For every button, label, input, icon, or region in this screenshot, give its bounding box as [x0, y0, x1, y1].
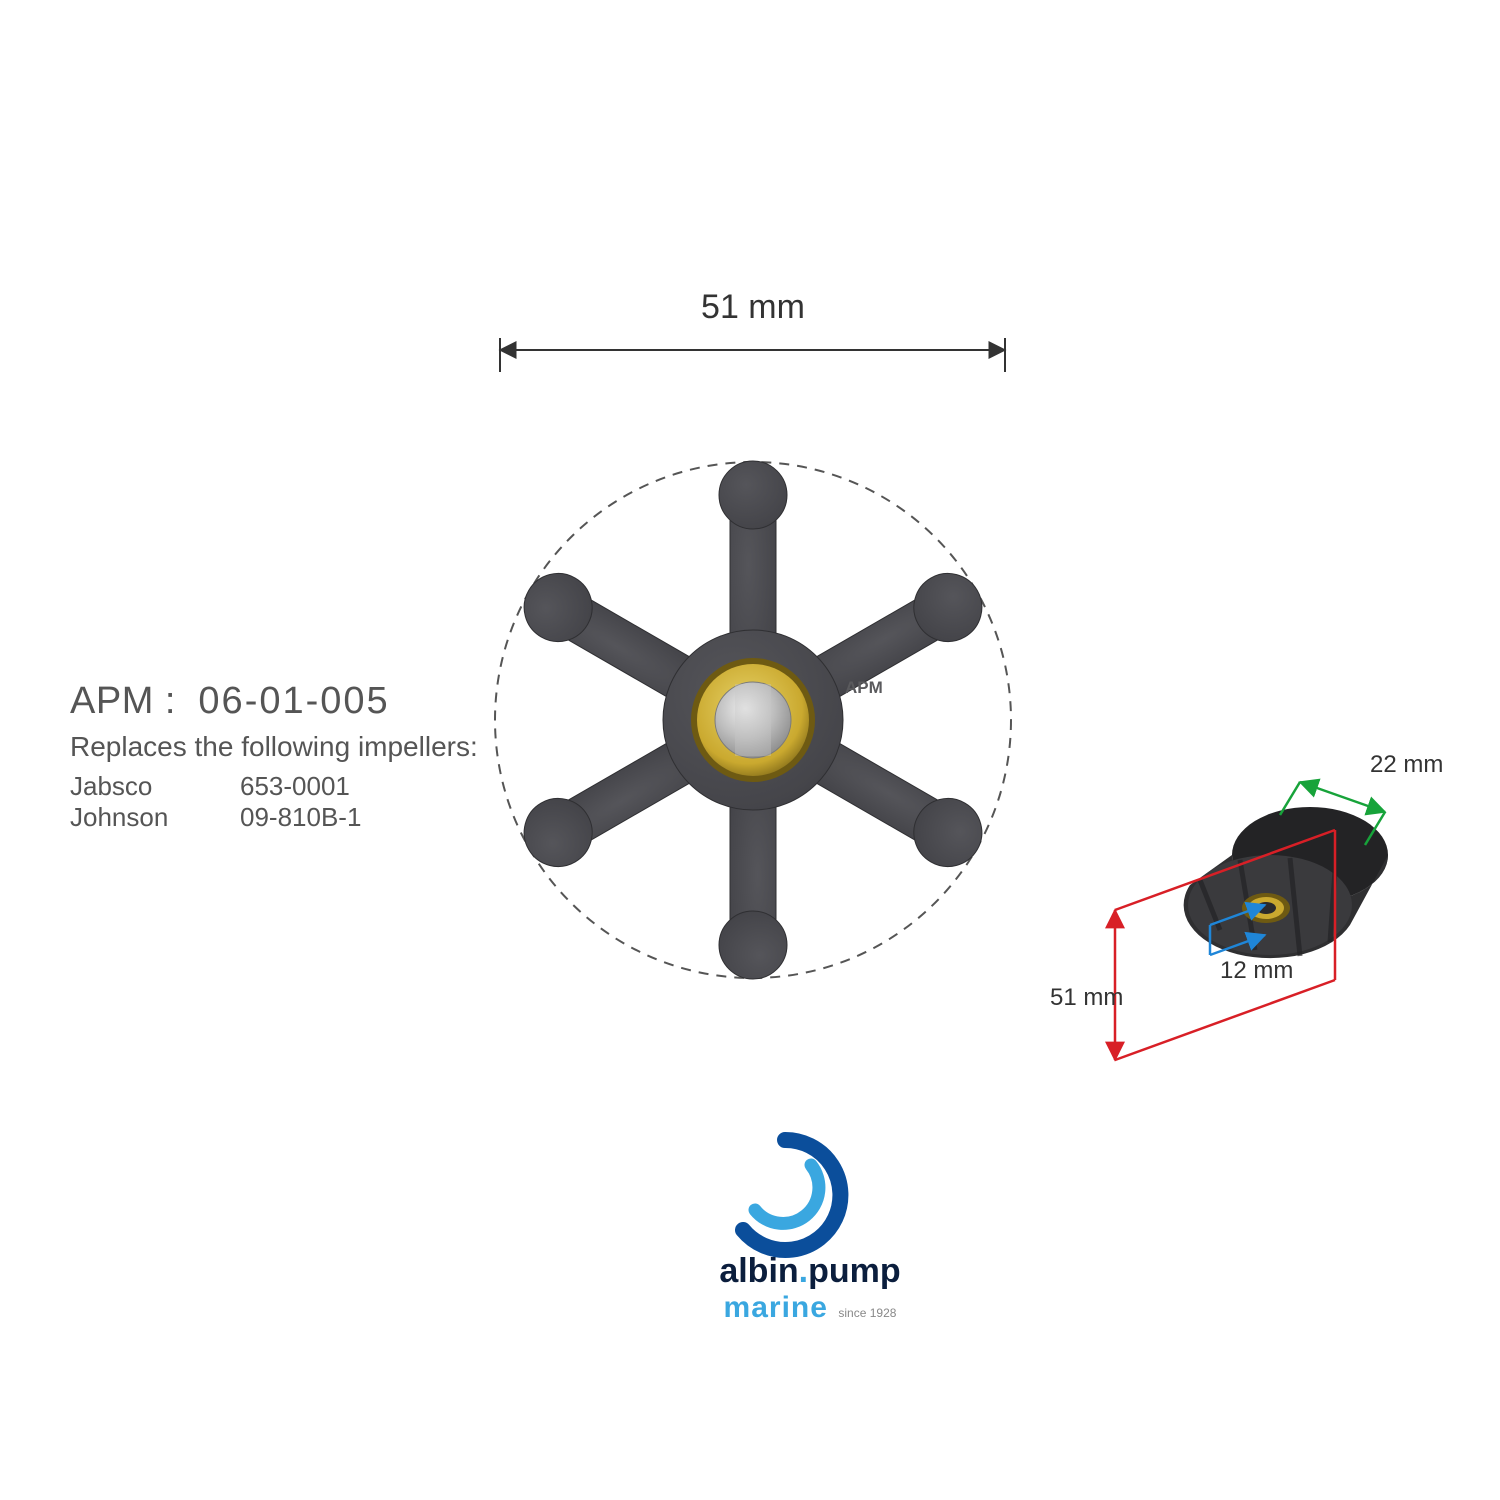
cross-ref-row: Johnson 09-810B-1	[70, 802, 500, 833]
dimension-top-width: 51 mm	[500, 288, 1005, 372]
impeller-iso-view: 22 mm 51 mm 12 mm	[1050, 751, 1443, 1060]
iso-dim-diameter: 51 mm	[1050, 984, 1123, 1011]
logo-word-b: pump	[808, 1252, 901, 1290]
impeller-front-view: APM	[512, 461, 995, 979]
cross-number: 09-810B-1	[240, 802, 361, 833]
logo-dot: .	[799, 1252, 808, 1290]
impeller-emboss: APM	[845, 678, 883, 697]
logo-word-a: albin	[719, 1252, 798, 1290]
part-label: APM :	[70, 680, 176, 722]
part-info-block: APM : 06-01-005 Replaces the following i…	[70, 680, 500, 833]
dimension-top-label: 51 mm	[701, 288, 805, 326]
brand-logo-icon	[743, 1140, 840, 1250]
iso-dim-width: 22 mm	[1370, 751, 1443, 778]
logo-sub: marine	[724, 1291, 828, 1324]
logo-since: since 1928	[838, 1306, 896, 1320]
cross-brand: Jabsco	[70, 771, 240, 802]
part-number: 06-01-005	[198, 680, 389, 722]
cross-ref-table: Jabsco 653-0001 Johnson 09-810B-1	[70, 771, 500, 833]
cross-number: 653-0001	[240, 771, 350, 802]
replaces-heading: Replaces the following impellers:	[70, 731, 500, 763]
cross-ref-row: Jabsco 653-0001	[70, 771, 500, 802]
cross-brand: Johnson	[70, 802, 240, 833]
iso-dim-bore: 12 mm	[1220, 957, 1293, 984]
brand-logo-text: albin.pump marine since 1928	[660, 1252, 960, 1325]
